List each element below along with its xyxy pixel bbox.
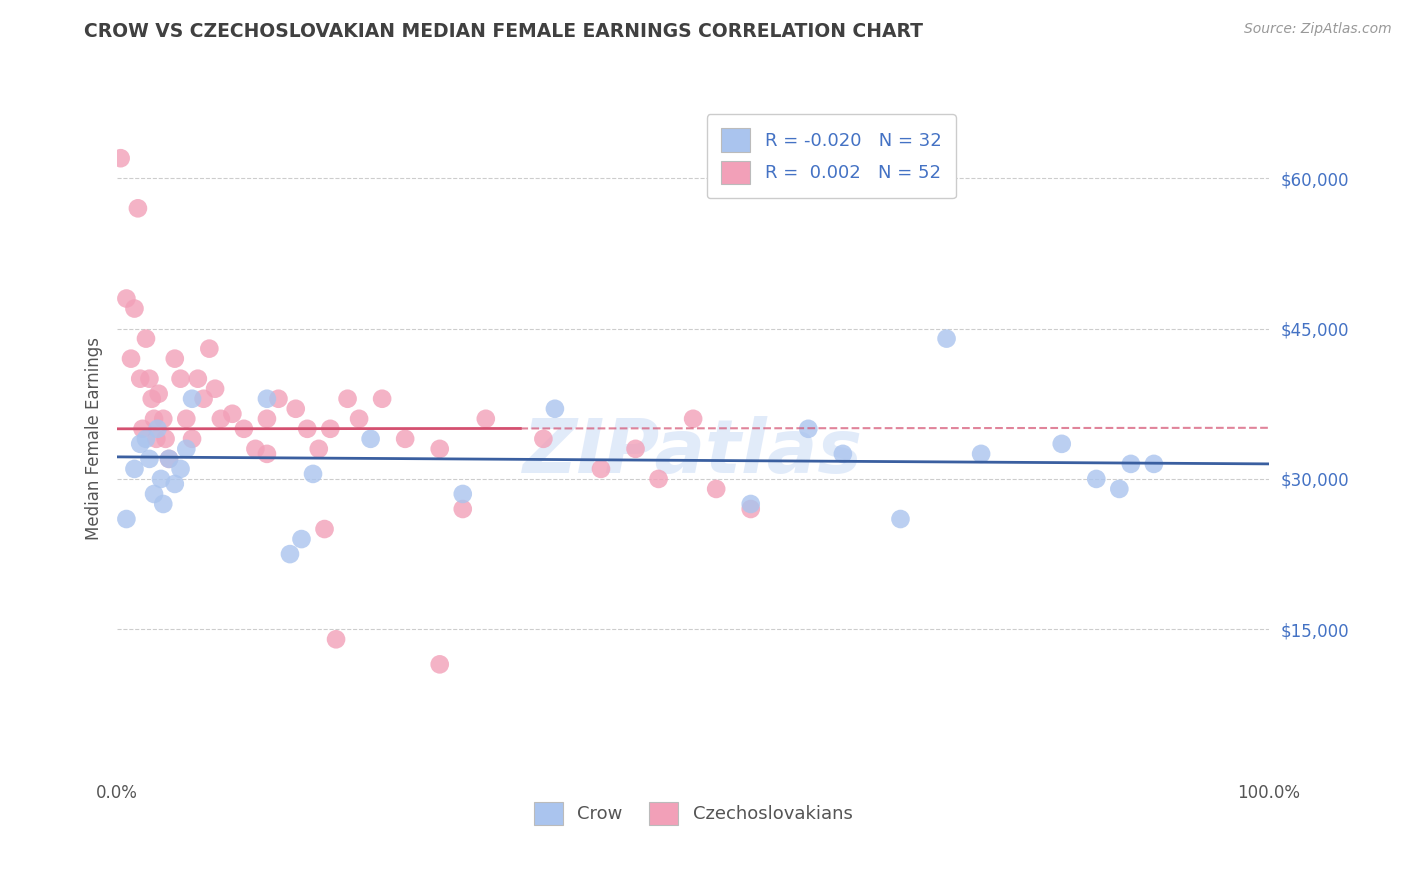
Point <box>704 482 727 496</box>
Point <box>451 487 474 501</box>
Point <box>245 442 267 456</box>
Point <box>394 432 416 446</box>
Point <box>135 432 157 446</box>
Point <box>152 411 174 425</box>
Point <box>138 451 160 466</box>
Point <box>163 477 186 491</box>
Point <box>1143 457 1166 471</box>
Point <box>129 372 152 386</box>
Point <box>148 386 170 401</box>
Point <box>232 422 254 436</box>
Point <box>256 411 278 425</box>
Point <box>624 442 647 456</box>
Point <box>115 512 138 526</box>
Point <box>143 411 166 425</box>
Point <box>149 472 172 486</box>
Point <box>198 342 221 356</box>
Text: ZIPatlas: ZIPatlas <box>523 416 863 489</box>
Point <box>647 472 669 486</box>
Point <box>141 392 163 406</box>
Point <box>429 442 451 456</box>
Point <box>314 522 336 536</box>
Point <box>278 547 301 561</box>
Point <box>256 392 278 406</box>
Point <box>193 392 215 406</box>
Point <box>155 432 177 446</box>
Y-axis label: Median Female Earnings: Median Female Earnings <box>86 337 103 541</box>
Point <box>475 411 498 425</box>
Point <box>935 332 957 346</box>
Point <box>740 497 762 511</box>
Point <box>325 632 347 647</box>
Point <box>138 372 160 386</box>
Point <box>124 301 146 316</box>
Point <box>110 151 132 165</box>
Point <box>1085 472 1108 486</box>
Point <box>181 392 204 406</box>
Point <box>176 442 198 456</box>
Point <box>1119 457 1142 471</box>
Point <box>143 487 166 501</box>
Point <box>157 451 180 466</box>
Point <box>256 447 278 461</box>
Point <box>127 202 149 216</box>
Point <box>451 502 474 516</box>
Point <box>120 351 142 366</box>
Point <box>284 401 307 416</box>
Point <box>176 411 198 425</box>
Point <box>1108 482 1130 496</box>
Point <box>371 392 394 406</box>
Point <box>831 447 853 461</box>
Point <box>115 292 138 306</box>
Point <box>290 532 312 546</box>
Point <box>531 432 554 446</box>
Point <box>889 512 911 526</box>
Point <box>157 451 180 466</box>
Point <box>145 432 167 446</box>
Point <box>347 411 370 425</box>
Point <box>135 332 157 346</box>
Point <box>308 442 330 456</box>
Point <box>129 437 152 451</box>
Point <box>297 422 319 436</box>
Point <box>169 462 191 476</box>
Point <box>970 447 993 461</box>
Legend: Crow, Czechoslovakians: Crow, Czechoslovakians <box>526 794 860 832</box>
Point <box>146 422 169 436</box>
Point <box>152 497 174 511</box>
Point <box>131 422 153 436</box>
Point <box>360 432 382 446</box>
Point <box>187 372 209 386</box>
Point <box>302 467 325 481</box>
Point <box>221 407 243 421</box>
Point <box>589 462 612 476</box>
Point <box>209 411 232 425</box>
Point <box>682 411 704 425</box>
Point <box>124 462 146 476</box>
Point <box>169 372 191 386</box>
Point <box>181 432 204 446</box>
Text: Source: ZipAtlas.com: Source: ZipAtlas.com <box>1244 22 1392 37</box>
Point <box>429 657 451 672</box>
Point <box>163 351 186 366</box>
Point <box>319 422 342 436</box>
Point <box>740 502 762 516</box>
Point <box>267 392 290 406</box>
Point <box>544 401 567 416</box>
Point <box>204 382 226 396</box>
Point <box>336 392 359 406</box>
Point <box>797 422 820 436</box>
Point <box>1050 437 1073 451</box>
Text: CROW VS CZECHOSLOVAKIAN MEDIAN FEMALE EARNINGS CORRELATION CHART: CROW VS CZECHOSLOVAKIAN MEDIAN FEMALE EA… <box>84 22 924 41</box>
